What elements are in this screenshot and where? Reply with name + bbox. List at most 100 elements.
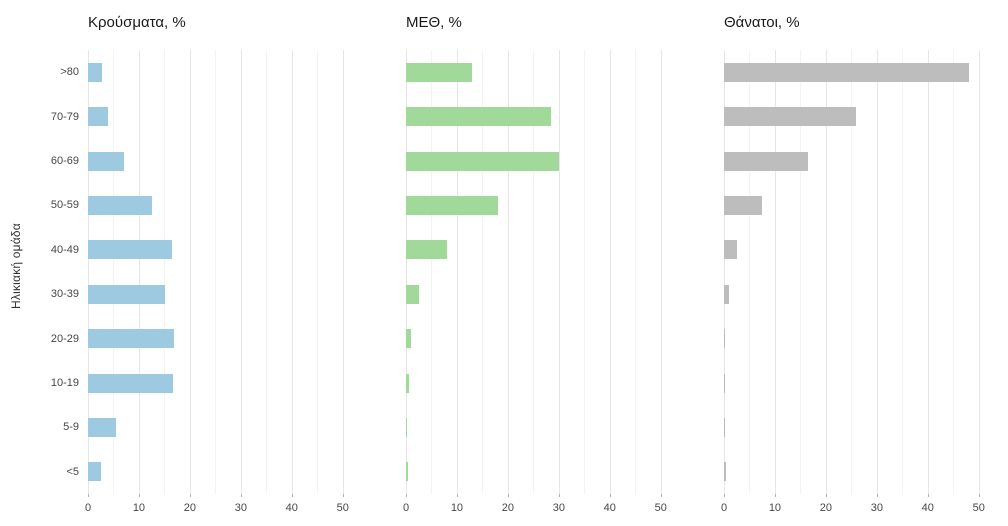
bar bbox=[406, 417, 408, 437]
minor-gridline bbox=[902, 50, 904, 494]
bar bbox=[88, 151, 124, 171]
plot-area bbox=[406, 50, 676, 494]
x-tick-label: 0 bbox=[84, 502, 92, 514]
minor-gridline bbox=[584, 50, 586, 494]
chart-panel: ΜΕΘ, % 0 10 20 30 40 50 bbox=[402, 10, 676, 522]
x-tick-mark bbox=[660, 494, 662, 497]
x-tick-mark bbox=[240, 494, 242, 497]
x-tick-mark bbox=[774, 494, 776, 497]
bar bbox=[724, 373, 725, 393]
bar bbox=[406, 329, 412, 349]
bar bbox=[724, 62, 969, 82]
chart-panel: Κρούσματα, % 0 10 20 30 40 50 bbox=[84, 10, 358, 522]
bar bbox=[88, 107, 109, 127]
y-category-label: 50-59 bbox=[50, 199, 79, 212]
major-gridline bbox=[927, 50, 929, 494]
x-tick-mark bbox=[291, 494, 293, 497]
x-tick-label: 30 bbox=[552, 502, 565, 514]
x-tick-label: 50 bbox=[336, 502, 349, 514]
major-gridline bbox=[406, 50, 407, 494]
x-tick-label: 30 bbox=[870, 502, 883, 514]
bar-row bbox=[406, 183, 676, 227]
major-gridline bbox=[774, 50, 776, 494]
category-axis-spacer-bottom bbox=[26, 494, 88, 522]
x-tick-mark bbox=[189, 494, 191, 497]
x-tick-label: 30 bbox=[234, 502, 247, 514]
bar-row bbox=[724, 228, 994, 272]
minor-gridline bbox=[800, 50, 802, 494]
bar-row bbox=[724, 183, 994, 227]
x-tick-label: 20 bbox=[501, 502, 514, 514]
bar-row bbox=[724, 450, 994, 494]
bar-row bbox=[406, 272, 676, 316]
bar bbox=[406, 284, 419, 304]
bar bbox=[724, 151, 809, 171]
bar bbox=[88, 240, 173, 260]
bar-row bbox=[724, 316, 994, 360]
minor-gridline bbox=[953, 50, 955, 494]
bar-rows bbox=[406, 50, 676, 494]
x-axis: 0 10 20 30 40 50 bbox=[84, 494, 358, 522]
x-tick-label: 50 bbox=[972, 502, 985, 514]
panel-title: Κρούσματα, % bbox=[88, 14, 186, 31]
major-gridline bbox=[291, 50, 293, 494]
y-axis-title: Ηλικιακή ομάδα bbox=[9, 223, 24, 309]
x-tick-label: 20 bbox=[819, 502, 832, 514]
bar-row bbox=[724, 50, 994, 94]
major-gridline bbox=[558, 50, 560, 494]
bar-row bbox=[406, 94, 676, 138]
minor-gridline bbox=[482, 50, 484, 494]
bar-row bbox=[88, 361, 358, 405]
bar bbox=[406, 240, 447, 260]
panel-title: ΜΕΘ, % bbox=[406, 14, 462, 31]
minor-gridline bbox=[164, 50, 166, 494]
bar-row bbox=[88, 405, 358, 449]
panel-title: Θάνατοι, % bbox=[724, 14, 800, 31]
bar-row bbox=[724, 139, 994, 183]
bar bbox=[724, 417, 725, 437]
bar bbox=[724, 462, 726, 482]
chart-panel: Θάνατοι, % 0 10 20 30 40 50 bbox=[720, 10, 994, 522]
bar bbox=[724, 329, 726, 349]
x-tick-mark bbox=[825, 494, 827, 497]
bar bbox=[88, 329, 174, 349]
major-gridline bbox=[456, 50, 458, 494]
bar-row bbox=[88, 228, 358, 272]
bar bbox=[88, 195, 152, 215]
x-tick-mark bbox=[609, 494, 611, 497]
y-category-label: <5 bbox=[66, 465, 79, 478]
major-gridline bbox=[342, 50, 344, 494]
minor-gridline bbox=[749, 50, 751, 494]
plot-area bbox=[724, 50, 994, 494]
y-category-label: 20-29 bbox=[50, 332, 79, 345]
x-axis: 0 10 20 30 40 50 bbox=[720, 494, 994, 522]
major-gridline bbox=[138, 50, 140, 494]
bar-row bbox=[724, 361, 994, 405]
bar-row bbox=[406, 228, 676, 272]
bar-rows bbox=[88, 50, 358, 494]
minor-gridline bbox=[533, 50, 535, 494]
category-labels: >80 70-79 60-69 50-59 40-49 30-39 20-29 10-19 5-… bbox=[26, 50, 88, 494]
major-gridline bbox=[660, 50, 662, 494]
plot-area bbox=[88, 50, 358, 494]
y-category-label: 70-79 bbox=[50, 110, 79, 123]
bar-row bbox=[88, 183, 358, 227]
y-axis-title-strip: Ηλικιακή ομάδα bbox=[6, 10, 26, 522]
bar-rows bbox=[724, 50, 994, 494]
bar-row bbox=[406, 361, 676, 405]
bar bbox=[406, 107, 552, 127]
minor-gridline bbox=[317, 50, 319, 494]
bar bbox=[88, 62, 103, 82]
bar-row bbox=[88, 50, 358, 94]
bar-row bbox=[406, 50, 676, 94]
x-tick-label: 0 bbox=[402, 502, 410, 514]
minor-gridline bbox=[431, 50, 433, 494]
x-tick-label: 40 bbox=[285, 502, 298, 514]
x-tick-label: 0 bbox=[720, 502, 728, 514]
bar-row bbox=[406, 316, 676, 360]
chart-panels: Κρούσματα, % 0 10 20 30 40 50 ΜΕΘ, % 0 10 20 30 40 50… bbox=[84, 10, 994, 522]
y-category-label: 10-19 bbox=[50, 377, 79, 390]
bar-row bbox=[88, 272, 358, 316]
bar-row bbox=[88, 139, 358, 183]
